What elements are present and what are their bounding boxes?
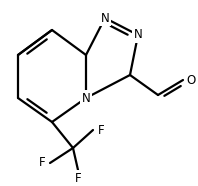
Text: F: F (39, 156, 45, 169)
Text: N: N (82, 92, 90, 105)
Text: O: O (186, 73, 196, 86)
Text: N: N (101, 12, 109, 25)
Text: F: F (98, 124, 104, 137)
Text: F: F (75, 171, 81, 185)
Text: N: N (134, 28, 142, 41)
